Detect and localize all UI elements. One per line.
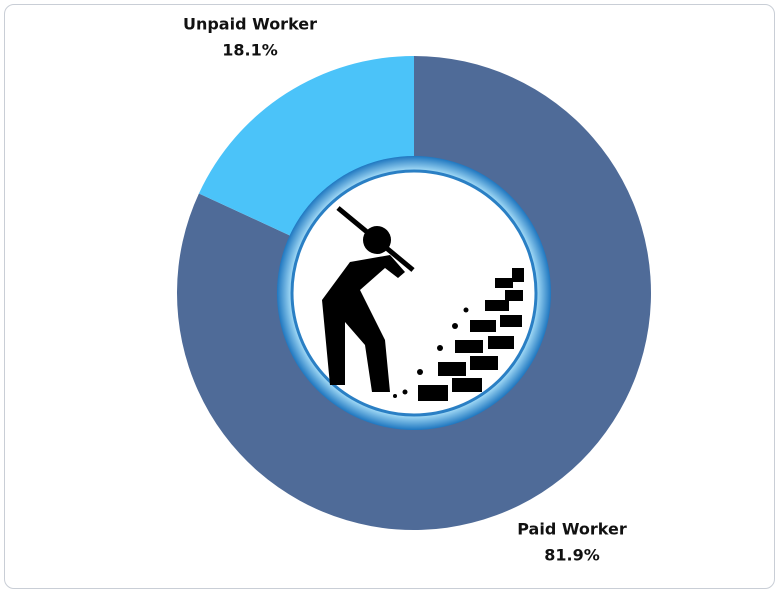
icon-disc [290,169,538,417]
bricks [393,268,524,401]
center-icon [277,156,551,430]
slice [177,56,651,531]
card [4,4,775,589]
worker-body [322,255,405,392]
slice [198,55,414,239]
slices [177,55,651,531]
worker-head [363,226,391,254]
slice-value-label: 81.9% [544,546,600,565]
slice-label: Paid Worker [517,520,627,539]
slice-value-label: 18.1% [222,41,278,60]
slice-label: Unpaid Worker [183,15,317,34]
